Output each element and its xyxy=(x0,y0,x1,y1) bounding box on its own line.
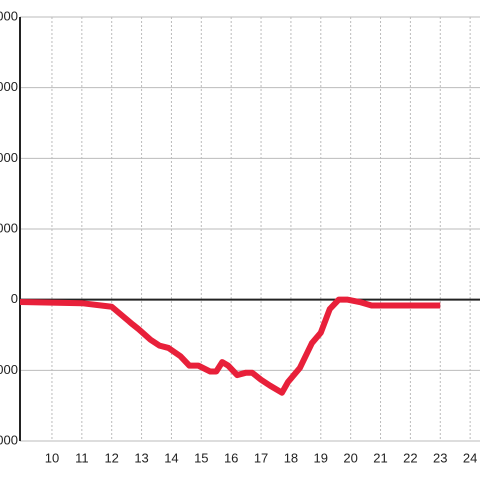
x-tick-label: 23 xyxy=(433,450,447,465)
y-tick-label: -6,000 xyxy=(0,432,18,447)
x-tick-label: 15 xyxy=(194,450,208,465)
y-tick-label: 12,000 xyxy=(0,8,18,23)
x-tick-label: 24 xyxy=(463,450,477,465)
x-tick-label: 13 xyxy=(134,450,148,465)
y-tick-label: -3,000 xyxy=(0,362,18,377)
data-line xyxy=(19,296,441,396)
y-tick-label: 6,000 xyxy=(0,150,18,165)
y-tick-label: 3,000 xyxy=(0,220,18,235)
x-tick-label: 18 xyxy=(284,450,298,465)
x-tick-label: 10 xyxy=(45,450,59,465)
x-tick-label: 12 xyxy=(104,450,118,465)
x-tick-label: 16 xyxy=(224,450,238,465)
x-tick-label: 11 xyxy=(75,450,89,465)
x-tick-label: 17 xyxy=(254,450,268,465)
x-tick-label: 14 xyxy=(164,450,178,465)
x-tick-label: 20 xyxy=(343,450,357,465)
x-tick-label: 19 xyxy=(314,450,328,465)
x-tick-label: 22 xyxy=(403,450,417,465)
y-tick-label: 9,000 xyxy=(0,79,18,94)
y-tick-label: 0 xyxy=(11,291,18,306)
x-tick-label: 21 xyxy=(373,450,387,465)
